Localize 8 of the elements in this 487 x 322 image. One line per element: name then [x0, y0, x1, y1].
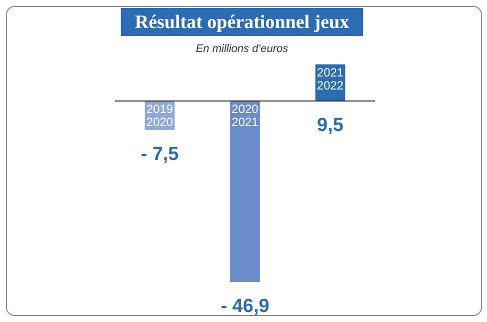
x-tick-label: 2019 2020	[146, 102, 174, 129]
x-tick-label: 2021 2022	[316, 65, 344, 92]
chart-title: Résultat opérationnel jeux	[134, 12, 350, 33]
data-label: - 46,9	[220, 296, 270, 317]
x-tick-label: 2020 2021	[232, 102, 259, 129]
data-label: 9,5	[317, 114, 344, 136]
chart-subtitle: En millions d’euros	[196, 43, 289, 55]
data-label: - 7,5	[140, 144, 180, 165]
